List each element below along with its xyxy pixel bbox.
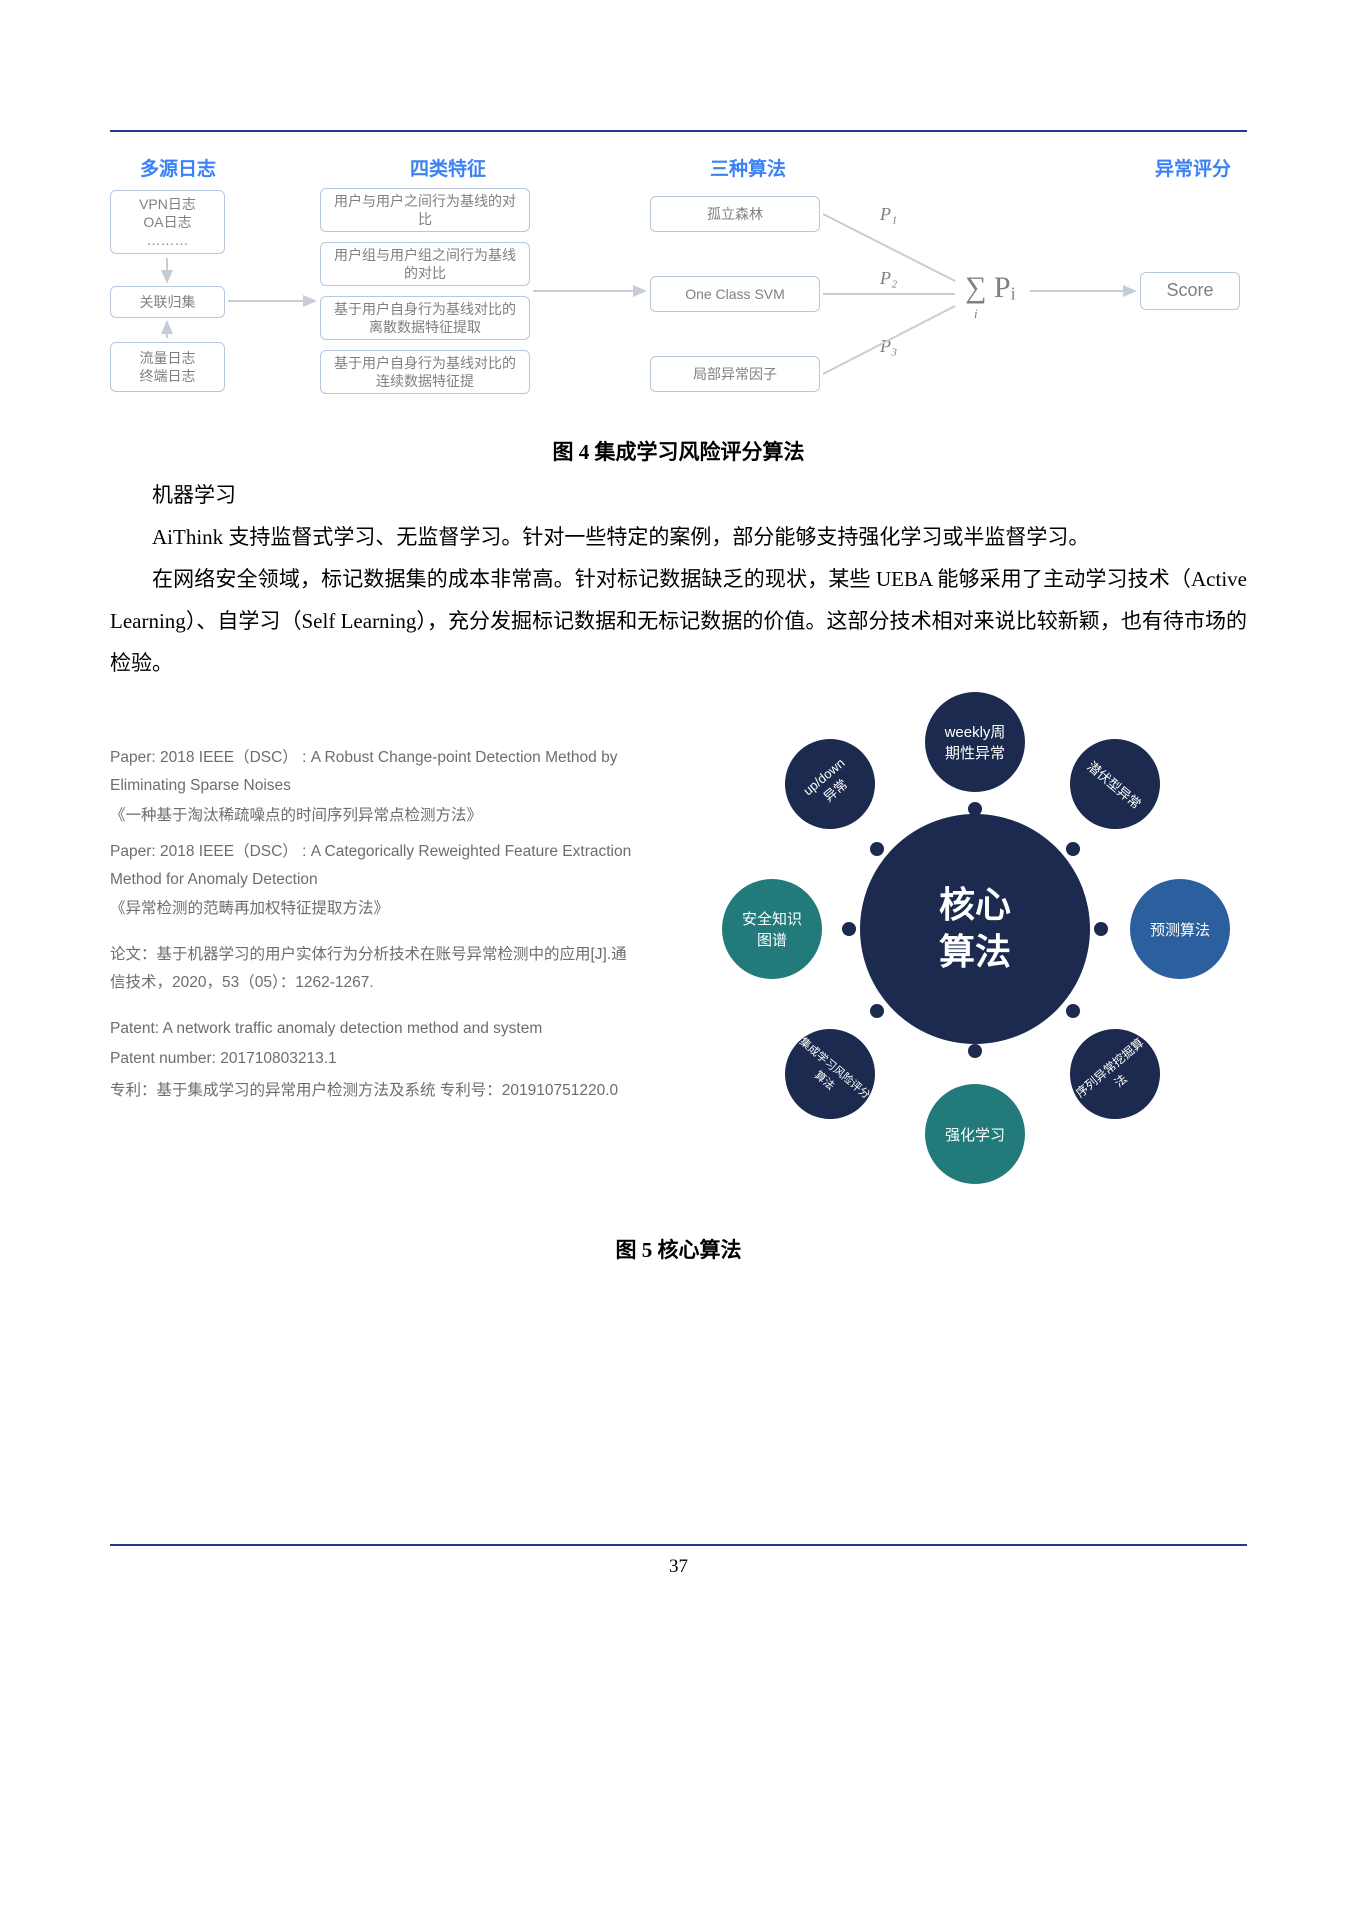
header-rule bbox=[110, 130, 1247, 132]
para-1: 机器学习 bbox=[110, 474, 1247, 516]
fig5-dot bbox=[1094, 922, 1108, 936]
fig5-ref-7: Patent number: 201710803213.1 bbox=[110, 1045, 640, 1073]
body-text: 机器学习 AiThink 支持监督式学习、无监督学习。针对一些特定的案例，部分能… bbox=[110, 474, 1247, 684]
para-3: 在网络安全领域，标记数据集的成本非常高。针对标记数据缺乏的现状，某些 UEBA … bbox=[110, 558, 1247, 684]
footer-rule bbox=[110, 1544, 1247, 1546]
fig4-arrows bbox=[110, 146, 1250, 416]
fig5-node-ensemble: 集成学习风险评分算法 bbox=[767, 1011, 894, 1138]
fig5-dot bbox=[1066, 842, 1080, 856]
fig5-dot bbox=[968, 802, 982, 816]
fig5-node-latent: 潜伏型异常 bbox=[1052, 721, 1179, 848]
fig5-node-updown: up/down 异常 bbox=[767, 721, 894, 848]
figure-4-caption: 图 4 集成学习风险评分算法 bbox=[110, 436, 1247, 466]
para-2: AiThink 支持监督式学习、无监督学习。针对一些特定的案例，部分能够支持强化… bbox=[110, 516, 1247, 558]
figure-5: Paper: 2018 IEEE（DSC） : A Robust Change-… bbox=[110, 684, 1250, 1204]
fig5-dot bbox=[842, 922, 856, 936]
fig5-dot bbox=[968, 1044, 982, 1058]
fig5-dot bbox=[870, 842, 884, 856]
fig5-ref-3: Paper: 2018 IEEE（DSC） : A Categorically … bbox=[110, 838, 640, 894]
fig5-caption-text: 图 5 核心算法 bbox=[616, 1238, 742, 1262]
fig5-dot bbox=[1066, 1004, 1080, 1018]
fig5-references: Paper: 2018 IEEE（DSC） : A Robust Change-… bbox=[110, 744, 640, 1113]
fig5-ref-1: Paper: 2018 IEEE（DSC） : A Robust Change-… bbox=[110, 744, 640, 800]
fig5-node-reinforce: 强化学习 bbox=[925, 1084, 1025, 1184]
fig5-radial-diagram: 核心 算法 weekly周 期性异常 潜伏型异常 预测算法 序列异常挖掘算法 强… bbox=[700, 684, 1250, 1204]
fig5-ref-4: 《异常检测的范畴再加权特征提取方法》 bbox=[110, 895, 640, 923]
fig5-dot bbox=[870, 1004, 884, 1018]
page-number: 37 bbox=[110, 1556, 1247, 1578]
fig5-center-node: 核心 算法 bbox=[860, 814, 1090, 1044]
figure-4-diagram: 多源日志 四类特征 三种算法 异常评分 VPN日志 OA日志 ……… 关联归集 … bbox=[110, 146, 1250, 416]
fig5-node-kg: 安全知识 图谱 bbox=[722, 879, 822, 979]
fig5-node-predict: 预测算法 bbox=[1130, 879, 1230, 979]
fig5-ref-6: Patent: A network traffic anomaly detect… bbox=[110, 1015, 640, 1043]
fig5-node-sequence: 序列异常挖掘算法 bbox=[1052, 1011, 1179, 1138]
fig4-caption-text: 图 4 集成学习风险评分算法 bbox=[553, 440, 805, 464]
figure-5-caption: 图 5 核心算法 bbox=[110, 1234, 1247, 1264]
fig5-ref-8: 专利：基于集成学习的异常用户检测方法及系统 专利号：201910751220.0 bbox=[110, 1077, 640, 1105]
fig5-ref-2: 《一种基于淘汰稀疏噪点的时间序列异常点检测方法》 bbox=[110, 802, 640, 830]
fig5-ref-5: 论文：基于机器学习的用户实体行为分析技术在账号异常检测中的应用[J].通信技术，… bbox=[110, 941, 640, 997]
fig5-node-weekly: weekly周 期性异常 bbox=[925, 692, 1025, 792]
